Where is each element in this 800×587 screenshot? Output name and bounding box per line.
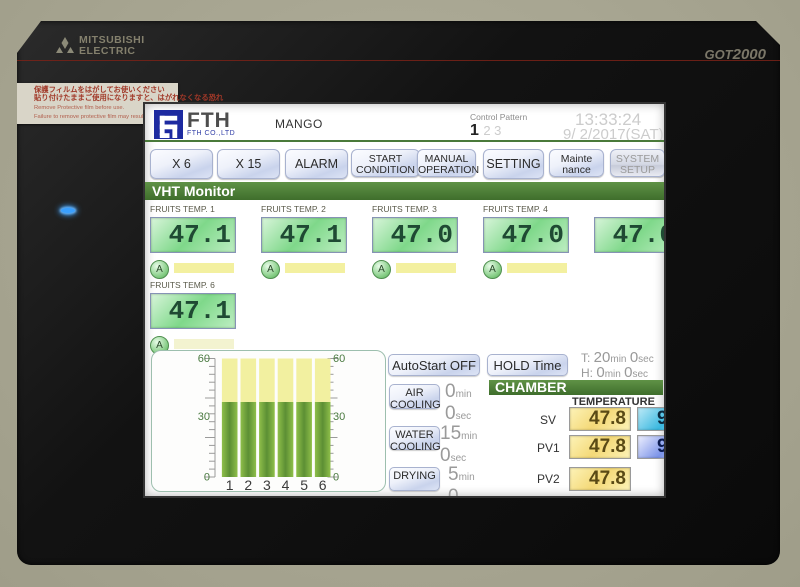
svg-text:60: 60 [198,353,210,365]
svg-text:0: 0 [333,472,339,484]
svg-text:30: 30 [198,411,210,423]
svg-text:0: 0 [204,472,210,484]
svg-text:2: 2 [244,477,252,491]
svg-text:3: 3 [263,477,271,491]
svg-text:30: 30 [333,411,345,423]
svg-text:60: 60 [333,353,345,365]
svg-text:1: 1 [226,477,234,491]
svg-text:4: 4 [282,477,290,491]
svg-text:5: 5 [300,477,308,491]
svg-text:6: 6 [319,477,327,491]
